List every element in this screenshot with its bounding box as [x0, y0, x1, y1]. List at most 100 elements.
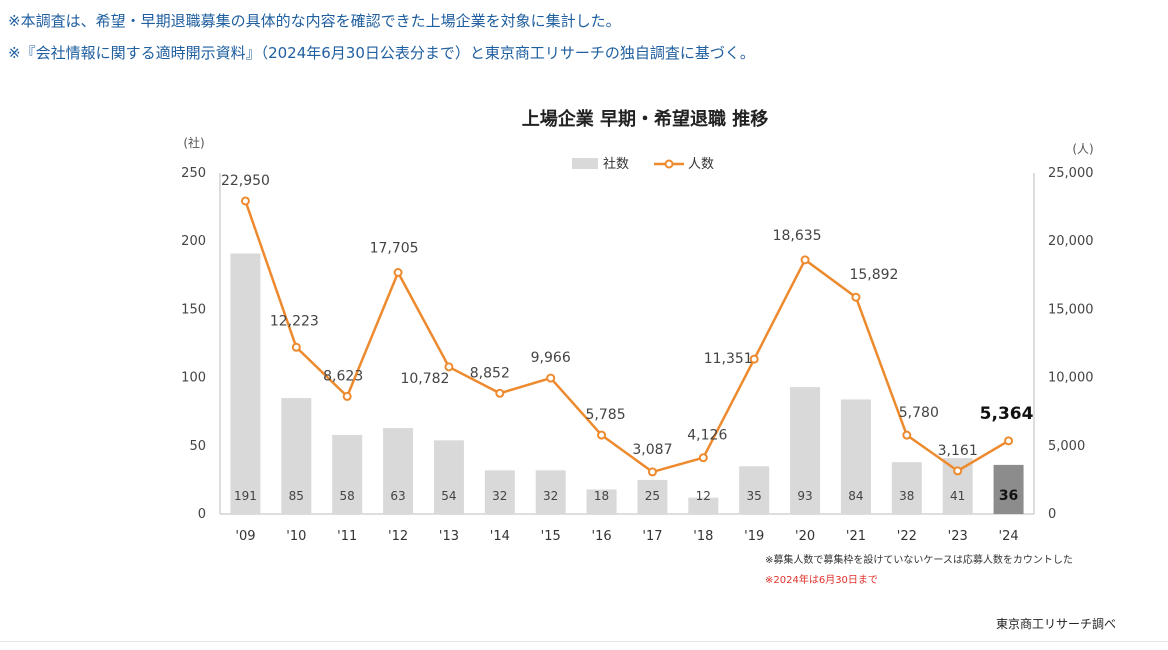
x-tick-label: '17: [642, 529, 662, 544]
footnote-2: ※2024年は6月30日まで: [765, 573, 878, 586]
line-value-label: 8,623: [323, 368, 363, 384]
line-value-label: 18,635: [773, 228, 822, 244]
x-tick-label: '23: [948, 529, 968, 544]
bar: [993, 464, 1024, 514]
left-tick-label: 250: [181, 166, 206, 181]
line-point: [546, 373, 556, 383]
right-axis-unit: (人): [1072, 142, 1093, 156]
line-point: [953, 466, 963, 476]
bar: [484, 470, 515, 514]
line-value-label: 4,126: [687, 428, 727, 444]
chart-title: 上場企業 早期・希望退職 推移: [522, 108, 769, 130]
bar: [586, 489, 617, 514]
line-point: [647, 467, 657, 477]
line-point: [800, 255, 810, 265]
line-value-label: 12,223: [270, 313, 319, 329]
bar-value-label: 63: [390, 489, 405, 503]
x-tick-label: '24: [999, 529, 1019, 544]
line-value-labels: 22,950 12,223 8,623 17,705 10,782 8,852 9,966 5…: [221, 173, 1034, 459]
x-tick-label: '21: [846, 529, 866, 544]
right-tick-label: 20,000: [1048, 234, 1094, 249]
line-value-label: 9,966: [531, 350, 571, 366]
bar: [433, 440, 464, 514]
x-tick-label: '09: [235, 529, 255, 544]
bar-value-label: 191: [234, 489, 257, 503]
left-tick-label: 0: [198, 507, 206, 522]
bottom-divider: [0, 641, 1168, 642]
x-tick-label: '19: [744, 529, 764, 544]
left-tick-label: 100: [181, 371, 206, 386]
x-tick-label: '12: [388, 529, 408, 544]
x-tick-label: '16: [592, 529, 612, 544]
legend-label-bar: 社数: [603, 156, 629, 172]
right-tick-label: 0: [1048, 507, 1056, 522]
legend-label-line: 人数: [688, 157, 714, 172]
right-tick-label: 5,000: [1048, 439, 1085, 454]
right-tick-label: 25,000: [1048, 166, 1094, 181]
bar: [383, 428, 414, 514]
survey-note-2: ※『会社情報に関する適時開示資料』（2024年6月30日公表分まで）と東京商工リ…: [8, 44, 755, 62]
line-point: [393, 268, 403, 278]
line-value-label: 10,782: [400, 371, 449, 387]
bar-value-label: 93: [797, 489, 812, 503]
legend-swatch-marker: [664, 159, 674, 169]
bar: [688, 497, 719, 514]
line-point: [902, 430, 912, 440]
bar-value-label: 41: [950, 489, 965, 503]
line-point: [444, 362, 454, 372]
survey-note-1: ※本調査は、希望・早期退職募集の具体的な内容を確認できた上場企業を対象に集計した…: [8, 12, 621, 30]
bar-value-label: 32: [543, 489, 558, 503]
left-axis-unit: (社): [183, 135, 204, 150]
bar-value-label: 36: [999, 488, 1018, 504]
bar-value-label: 38: [899, 489, 914, 503]
x-tick-label: '15: [541, 529, 561, 544]
x-tick-label: '18: [693, 529, 713, 544]
bar-value-label: 54: [441, 489, 456, 503]
bar: [332, 434, 363, 514]
source-credit: 東京商工リサーチ調べ: [995, 617, 1116, 631]
line-value-label: 17,705: [370, 241, 419, 257]
x-tick-label: '13: [439, 529, 459, 544]
line-value-label: 3,087: [632, 442, 672, 458]
bar-value-label: 84: [848, 489, 863, 503]
bar-value-label: 18: [594, 489, 609, 503]
bar: [790, 387, 821, 514]
line-value-label: 22,950: [221, 173, 270, 189]
line-point: [495, 388, 505, 398]
line-value-label: 15,892: [849, 267, 898, 283]
line-point: [698, 453, 708, 463]
x-tick-label: '20: [795, 529, 815, 544]
bar-value-label: 32: [492, 489, 507, 503]
footnote-1: ※募集人数で募集枠を設けていないケースは応募人数をカウントした: [765, 553, 1073, 566]
line-value-label: 8,852: [470, 365, 510, 381]
legend-swatch-bar: [572, 158, 598, 169]
left-tick-label: 200: [181, 234, 206, 249]
bar-series: [230, 253, 1024, 514]
line-point: [1004, 436, 1014, 446]
bar: [535, 470, 566, 514]
line-value-label: 3,161: [938, 443, 978, 459]
x-tick-label: '10: [286, 529, 306, 544]
left-tick-label: 50: [189, 439, 206, 454]
line-point: [291, 342, 301, 352]
bar: [891, 462, 922, 514]
left-axis-ticks: 0 50 100 150 200 250: [181, 166, 206, 522]
bar: [840, 399, 871, 514]
bar: [637, 479, 668, 514]
x-axis-ticks: '09 '10 '11 '12 '13 '14 '15 '16 '17 '18 '19 '20 '21 '…: [235, 529, 1018, 544]
x-tick-label: '22: [897, 529, 917, 544]
line-value-label: 5,785: [586, 407, 626, 423]
bar: [230, 253, 261, 514]
x-tick-label: '14: [490, 529, 510, 544]
bar-value-label: 85: [289, 489, 304, 503]
right-tick-label: 15,000: [1048, 302, 1094, 317]
x-tick-label: '11: [337, 529, 357, 544]
bar: [739, 466, 770, 514]
line-value-label: 5,780: [899, 405, 939, 421]
line-value-label: 11,351: [704, 351, 753, 367]
line-series: [240, 196, 1014, 477]
bar-value-label: 12: [696, 489, 711, 503]
bar: [281, 398, 312, 514]
right-axis-ticks: 0 5,000 10,000 15,000 20,000 25,000: [1048, 166, 1094, 522]
bar-value-labels: 191 85 58 63 54 32 32 18 25 12 35 93 84 38 41 36: [234, 488, 1018, 504]
